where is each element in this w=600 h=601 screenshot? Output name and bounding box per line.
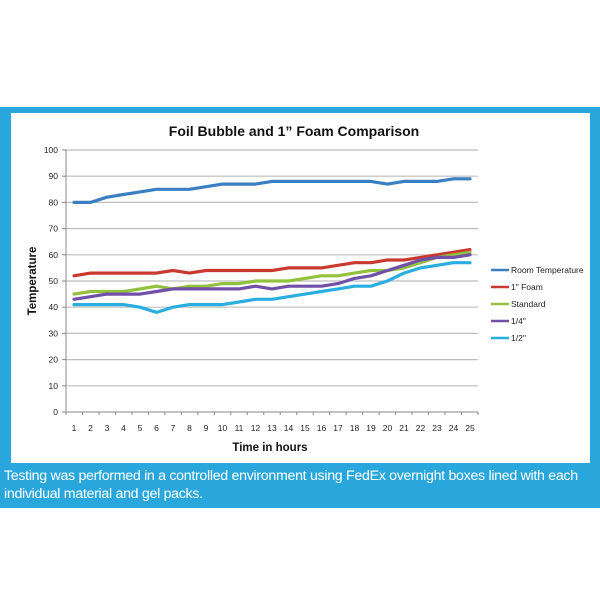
y-tick-label: 100	[44, 145, 58, 155]
y-tick-label: 90	[49, 171, 59, 181]
x-tick-label: 22	[416, 423, 426, 433]
x-tick-label: 19	[366, 423, 376, 433]
x-tick-label: 17	[333, 423, 343, 433]
y-tick-label: 10	[49, 381, 59, 391]
chart-title: Foil Bubble and 1” Foam Comparison	[169, 123, 419, 139]
x-tick-label: 5	[138, 423, 143, 433]
x-tick-label: 6	[154, 423, 159, 433]
legend-label: Room Temperature	[511, 265, 584, 275]
x-tick-label: 21	[399, 423, 409, 433]
y-tick-label: 30	[49, 328, 59, 338]
series-lines	[72, 177, 472, 314]
x-tick-label: 25	[465, 423, 475, 433]
y-axis-label: Temperature	[27, 247, 39, 316]
x-tick-label: 18	[350, 423, 360, 433]
x-tick-label: 2	[88, 423, 93, 433]
y-tick-label: 60	[49, 250, 59, 260]
axes	[65, 150, 479, 415]
y-tick-label: 50	[49, 276, 59, 286]
x-tick-label: 13	[267, 423, 277, 433]
x-tick-label: 24	[449, 423, 459, 433]
x-tick-label: 16	[317, 423, 327, 433]
legend-label: 1" Foam	[511, 282, 543, 292]
x-tick-labels: 1 2 3 4 5 6 7 8 9 10 11 12 13 14 15 16 17 18 19 20 21 22 23 24 2…	[72, 423, 475, 433]
x-tick-label: 1	[72, 423, 77, 433]
x-tick-label: 9	[204, 423, 209, 433]
x-tick-label: 15	[300, 423, 310, 433]
series-line-3	[72, 253, 472, 301]
x-tick-label: 11	[235, 423, 244, 433]
x-tick-label: 8	[187, 423, 192, 433]
x-tick-label: 3	[105, 423, 110, 433]
y-tick-labels: 0 10 20 30 40 50 60 70 80 90 100	[44, 145, 58, 417]
x-tick-label: 7	[171, 423, 176, 433]
legend: Room Temperature 1" Foam Standard 1/4" 1/2"	[491, 265, 584, 343]
legend-label: 1/2"	[511, 333, 526, 343]
series-line-1	[72, 248, 472, 278]
caption-text: Testing was performed in a controlled en…	[4, 468, 578, 502]
series-line-0	[72, 177, 472, 204]
y-tick-label: 40	[49, 302, 59, 312]
y-tick-label: 80	[49, 197, 59, 207]
x-tick-label: 10	[218, 423, 228, 433]
x-axis-label: Time in hours	[232, 442, 307, 454]
x-tick-label: 12	[251, 423, 261, 433]
legend-label: 1/4"	[511, 316, 526, 326]
x-tick-label: 23	[432, 423, 442, 433]
x-tick-label: 4	[121, 423, 126, 433]
x-tick-label: 14	[284, 423, 294, 433]
y-tick-label: 20	[49, 355, 59, 365]
grid-lines	[62, 149, 478, 413]
x-tick-label: 20	[383, 423, 393, 433]
y-tick-label: 70	[49, 224, 59, 234]
y-tick-label: 0	[53, 407, 58, 417]
legend-label: Standard	[511, 299, 546, 309]
